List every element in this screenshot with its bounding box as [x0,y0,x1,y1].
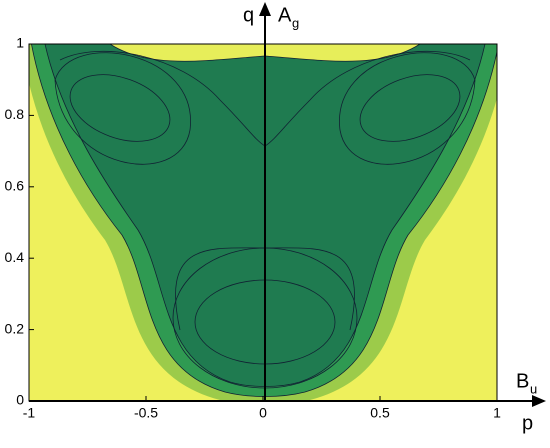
x-axis-symbol-sub: u [530,381,537,396]
contour-line [339,52,476,165]
arrow-head [259,2,271,16]
x-axis-label: p [522,412,533,434]
x-tick-label: 0 [259,405,267,421]
x-tick-label: -0.5 [134,405,158,421]
y-axis-symbol-sub: g [292,15,299,30]
y-tick-label: 0.4 [5,249,25,265]
y-axis-label: q [243,4,254,26]
y-tick-label: 0.8 [5,106,25,122]
y-tick-label: 0.2 [5,320,25,336]
y-tick-label: 0 [16,392,24,408]
y-tick-label: 1 [16,35,24,51]
y-tick-label: 0.6 [5,178,25,194]
contour-line [69,74,171,142]
arrow-head [532,395,546,407]
contour-line [359,74,461,142]
x-tick-label: -1 [23,405,36,421]
x-tick-label: 0.5 [370,405,390,421]
y-axis-symbol: A [278,4,292,26]
x-tick-label: 1 [493,405,501,421]
contour-line [54,52,191,165]
x-axis-symbol: B [516,370,529,392]
